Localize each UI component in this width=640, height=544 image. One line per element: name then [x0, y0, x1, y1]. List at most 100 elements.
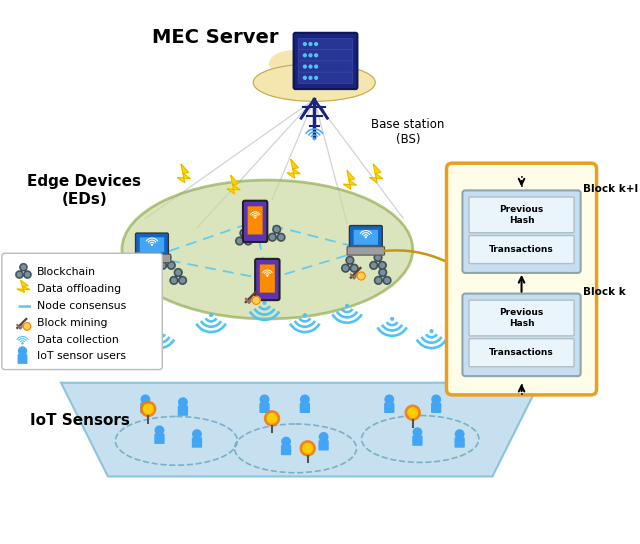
Circle shape [346, 305, 348, 307]
Circle shape [176, 270, 180, 275]
FancyBboxPatch shape [469, 339, 574, 367]
Text: IoT sensor users: IoT sensor users [36, 351, 125, 361]
Circle shape [352, 266, 356, 270]
Circle shape [383, 276, 391, 285]
Circle shape [143, 404, 153, 413]
FancyBboxPatch shape [298, 50, 353, 61]
Circle shape [277, 233, 285, 241]
Circle shape [23, 323, 31, 330]
Circle shape [161, 263, 165, 268]
Circle shape [372, 263, 376, 268]
Circle shape [244, 237, 252, 245]
Circle shape [141, 273, 145, 277]
FancyBboxPatch shape [384, 403, 394, 413]
Circle shape [319, 432, 328, 441]
Ellipse shape [269, 51, 316, 77]
Circle shape [413, 428, 422, 436]
Circle shape [309, 42, 312, 46]
Circle shape [132, 273, 137, 277]
Circle shape [279, 235, 284, 239]
Circle shape [22, 343, 23, 344]
Text: ⋮: ⋮ [515, 175, 529, 189]
Text: Previous
Hash: Previous Hash [499, 308, 543, 327]
FancyBboxPatch shape [248, 206, 262, 234]
FancyBboxPatch shape [469, 300, 574, 336]
Ellipse shape [253, 64, 375, 101]
Circle shape [303, 314, 306, 317]
Circle shape [246, 239, 250, 243]
Circle shape [156, 426, 164, 435]
Circle shape [236, 237, 243, 245]
Circle shape [344, 266, 348, 270]
Circle shape [237, 239, 242, 243]
FancyBboxPatch shape [294, 33, 357, 89]
Circle shape [131, 271, 138, 279]
Circle shape [20, 264, 27, 271]
FancyBboxPatch shape [140, 403, 150, 413]
Circle shape [141, 395, 150, 404]
FancyBboxPatch shape [298, 72, 353, 83]
Circle shape [301, 395, 309, 404]
FancyBboxPatch shape [349, 226, 382, 249]
Circle shape [380, 263, 385, 268]
Text: Block k+l: Block k+l [584, 184, 639, 194]
FancyBboxPatch shape [469, 236, 574, 263]
Text: Transactions: Transactions [489, 348, 554, 357]
Circle shape [24, 271, 31, 278]
Circle shape [141, 401, 156, 417]
Text: Transactions: Transactions [489, 245, 554, 254]
Circle shape [268, 413, 276, 423]
Circle shape [309, 65, 312, 68]
FancyBboxPatch shape [259, 403, 269, 413]
Circle shape [348, 258, 352, 262]
Text: Blockchain: Blockchain [36, 267, 95, 277]
Circle shape [309, 54, 312, 57]
FancyBboxPatch shape [2, 254, 163, 369]
Circle shape [370, 262, 378, 269]
Circle shape [273, 225, 281, 233]
Polygon shape [61, 382, 540, 477]
FancyBboxPatch shape [469, 197, 574, 233]
Circle shape [381, 270, 385, 275]
Circle shape [405, 405, 420, 420]
Ellipse shape [122, 180, 413, 319]
Polygon shape [287, 159, 300, 178]
FancyBboxPatch shape [260, 264, 275, 293]
Circle shape [169, 263, 173, 268]
Circle shape [240, 229, 248, 237]
Circle shape [378, 262, 387, 269]
Circle shape [260, 395, 269, 404]
Circle shape [430, 330, 433, 332]
FancyBboxPatch shape [298, 61, 353, 72]
Circle shape [170, 276, 178, 285]
Circle shape [350, 264, 358, 272]
Text: Data offloading: Data offloading [36, 284, 121, 294]
Circle shape [163, 254, 171, 262]
Text: Data collection: Data collection [36, 335, 118, 344]
Circle shape [179, 398, 187, 406]
FancyBboxPatch shape [255, 259, 280, 300]
FancyBboxPatch shape [154, 434, 164, 444]
Text: MEC Server: MEC Server [152, 28, 279, 47]
Circle shape [26, 273, 29, 276]
Circle shape [263, 301, 266, 304]
Circle shape [346, 256, 354, 264]
Ellipse shape [333, 75, 368, 95]
Polygon shape [17, 281, 30, 292]
Circle shape [303, 65, 307, 68]
Circle shape [137, 265, 141, 269]
FancyBboxPatch shape [454, 437, 465, 448]
Circle shape [391, 318, 394, 320]
Ellipse shape [260, 72, 295, 93]
FancyBboxPatch shape [281, 445, 291, 455]
Text: Node consensus: Node consensus [36, 301, 126, 311]
Text: Block mining: Block mining [36, 318, 107, 327]
Circle shape [242, 231, 246, 235]
Circle shape [408, 408, 417, 417]
Circle shape [21, 265, 26, 269]
Circle shape [379, 269, 387, 276]
FancyBboxPatch shape [447, 163, 596, 395]
FancyBboxPatch shape [298, 39, 353, 50]
Circle shape [357, 272, 365, 280]
Circle shape [314, 138, 315, 140]
